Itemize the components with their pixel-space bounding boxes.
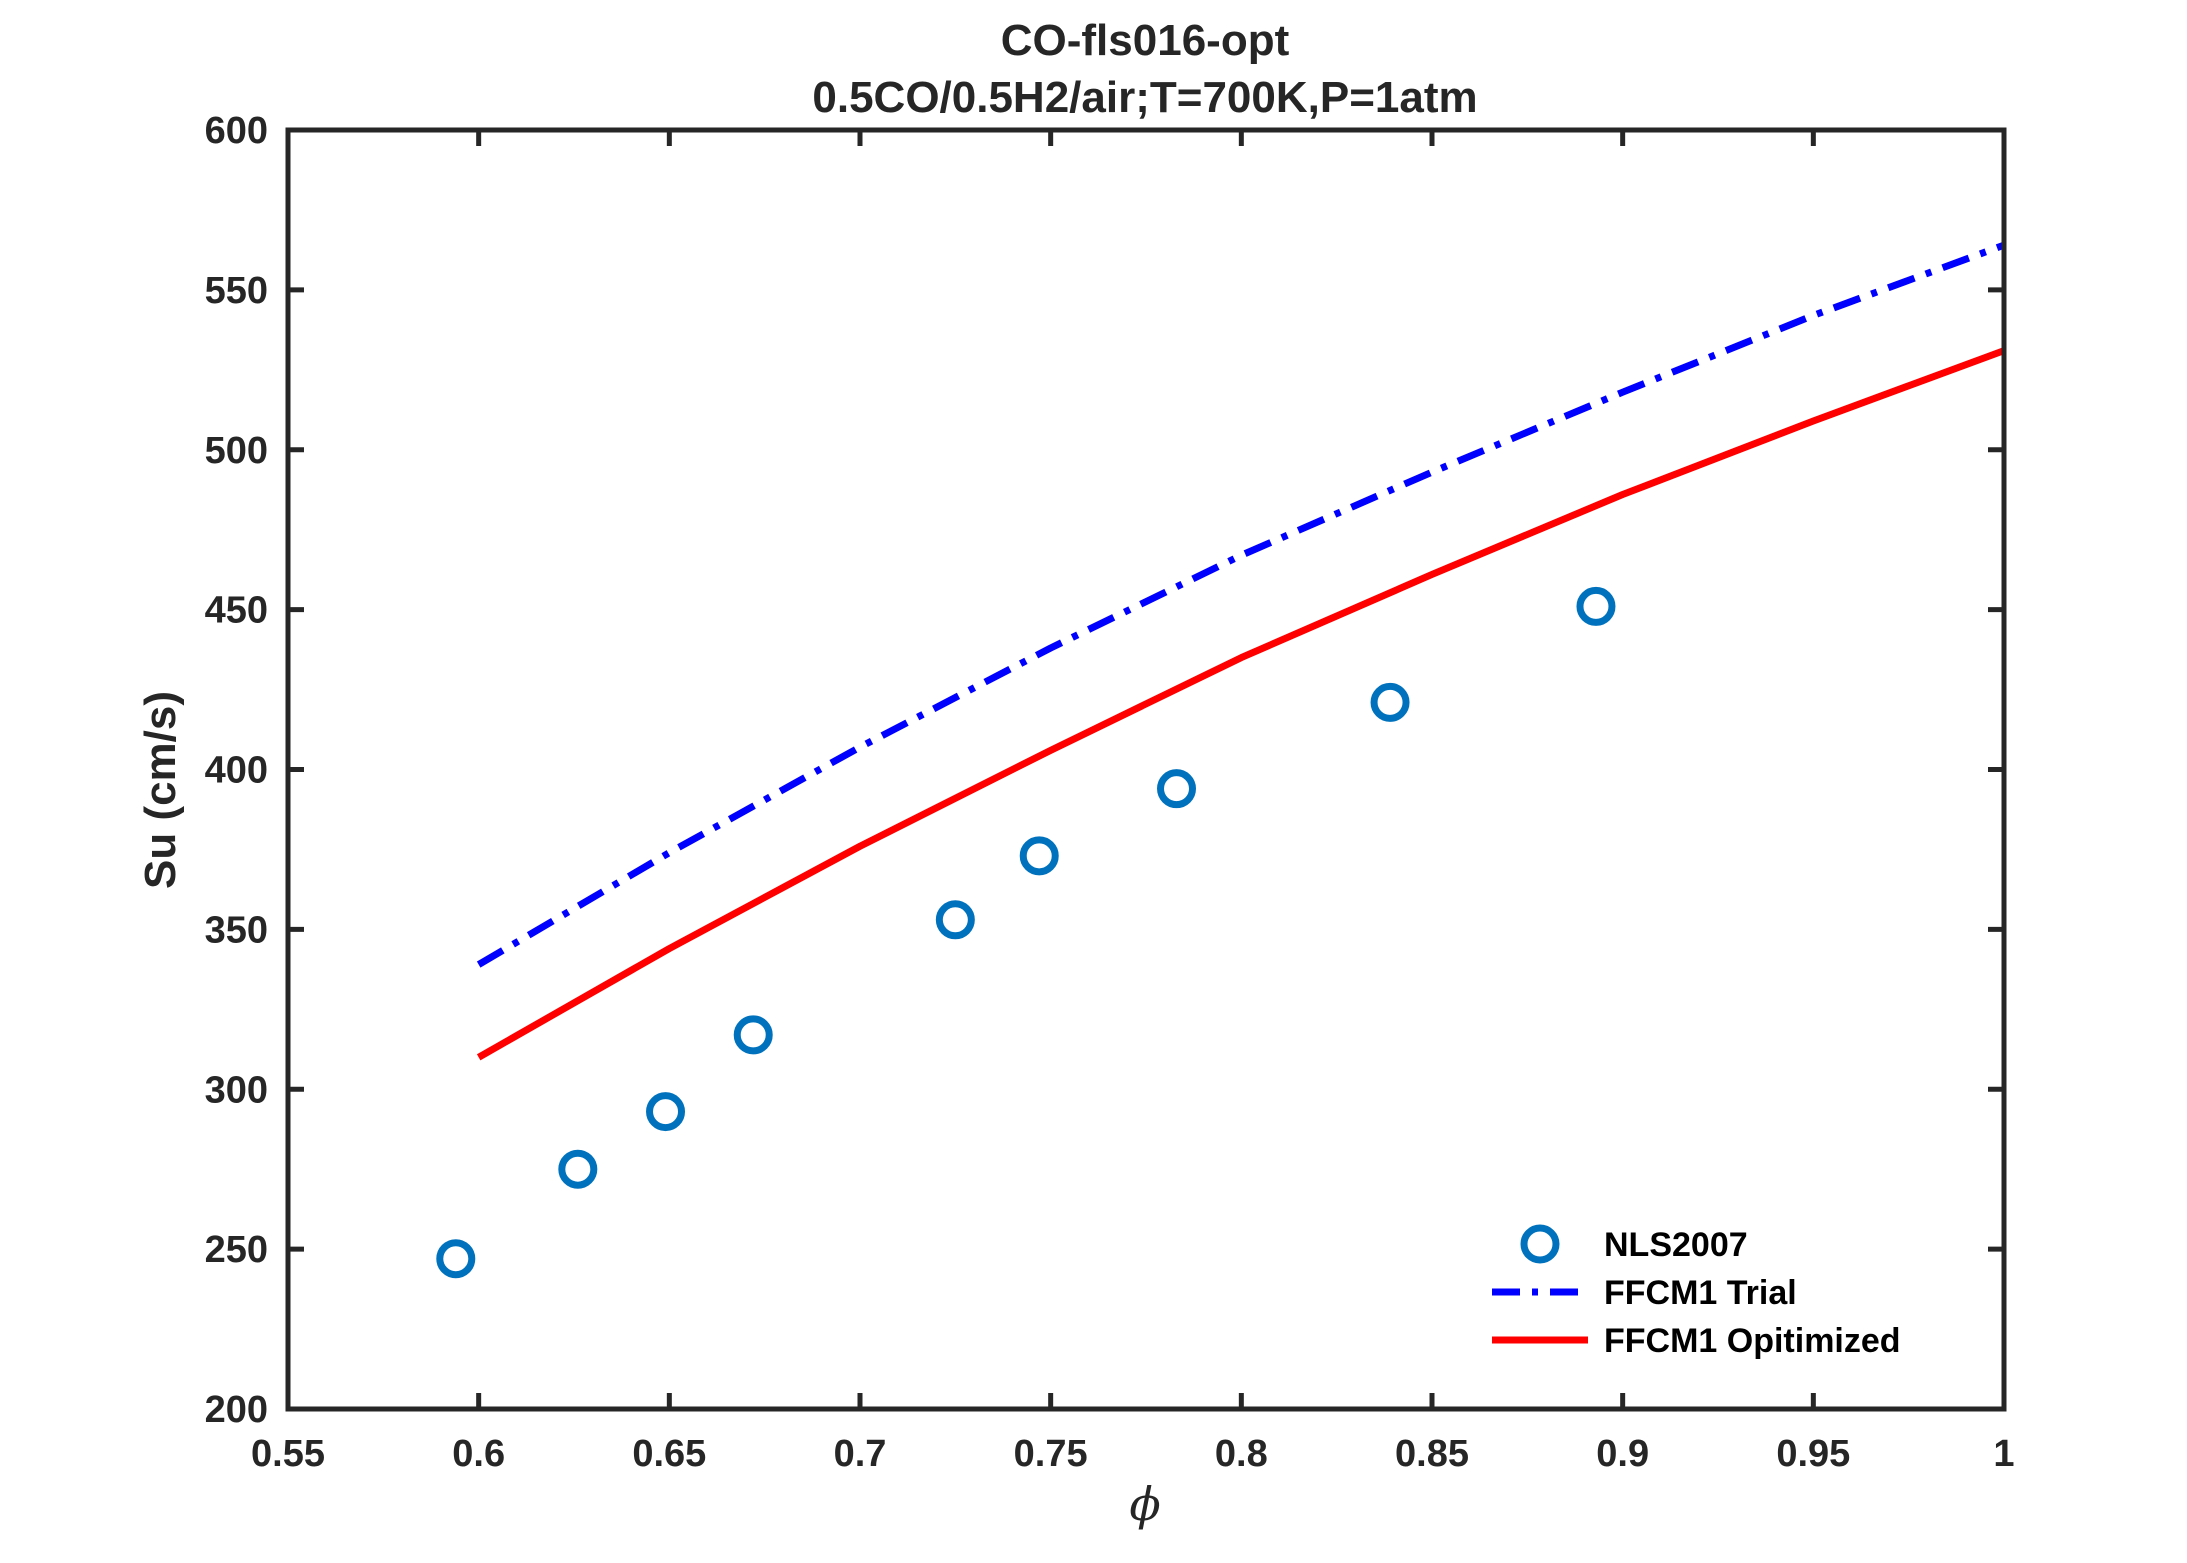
x-tick-label: 0.9 xyxy=(1596,1433,1649,1475)
y-tick-label: 500 xyxy=(205,430,268,472)
legend-label: FFCM1 Trial xyxy=(1604,1274,1797,1312)
x-axis-label: ϕ xyxy=(1129,1477,1160,1531)
y-tick-label: 350 xyxy=(205,909,268,951)
axis-ticks: 0.55 0.6 0.65 0.7 0.75 0.8 0.85 0.9 0.95 1 200 250 3… xyxy=(205,110,2015,1475)
x-tick-label: 0.65 xyxy=(632,1433,706,1475)
x-tick-label: 0.85 xyxy=(1395,1433,1469,1475)
legend-item: NLS2007 xyxy=(1520,1224,1748,1264)
x-tick-label: 0.6 xyxy=(452,1433,505,1475)
data-point xyxy=(646,1092,686,1132)
legend-item: FFCM1 Trial xyxy=(1492,1274,1797,1312)
plot-frame xyxy=(285,127,2007,1412)
x-tick-label: 0.55 xyxy=(251,1433,325,1475)
y-tick-label: 400 xyxy=(205,750,268,792)
legend-label: NLS2007 xyxy=(1604,1226,1748,1264)
data-point xyxy=(436,1239,476,1279)
x-tick-label: 0.75 xyxy=(1014,1433,1088,1475)
chart-title: CO-fls016-opt xyxy=(1001,16,1290,65)
data-point xyxy=(1019,836,1059,876)
series-ffcm1-trial xyxy=(476,241,2006,968)
data-point xyxy=(558,1149,598,1189)
legend-label: FFCM1 Opitimized xyxy=(1604,1322,1901,1360)
chart-subtitle: 0.5CO/0.5H2/air;T=700K,P=1atm xyxy=(812,73,1477,122)
y-tick-label: 300 xyxy=(205,1069,268,1111)
data-point xyxy=(1370,682,1410,722)
legend-marker-swatch xyxy=(1520,1224,1560,1264)
y-tick-label: 600 xyxy=(205,110,268,152)
x-tick-label: 0.7 xyxy=(834,1433,887,1475)
x-tick-label: 1 xyxy=(1993,1433,2014,1475)
series-layer xyxy=(436,241,2006,1279)
x-tick-label: 0.95 xyxy=(1776,1433,1850,1475)
legend-item: FFCM1 Opitimized xyxy=(1492,1322,1901,1360)
legend: NLS2007 FFCM1 Trial FFCM1 Opitimized xyxy=(1492,1224,1901,1360)
series-nls2007 xyxy=(436,586,1616,1279)
y-tick-label: 200 xyxy=(205,1389,268,1431)
series-line xyxy=(476,241,2006,968)
series-ffcm1-opitimized xyxy=(476,347,2006,1061)
series-line xyxy=(476,347,2006,1061)
data-point xyxy=(1157,769,1197,809)
data-point xyxy=(935,900,975,940)
y-tick-label: 450 xyxy=(205,590,268,632)
x-tick-label: 0.8 xyxy=(1215,1433,1268,1475)
y-tick-label: 550 xyxy=(205,270,268,312)
data-point xyxy=(733,1015,773,1055)
data-point xyxy=(1576,586,1616,626)
y-tick-label: 250 xyxy=(205,1229,268,1271)
y-axis-label: Su (cm/s) xyxy=(136,691,185,889)
